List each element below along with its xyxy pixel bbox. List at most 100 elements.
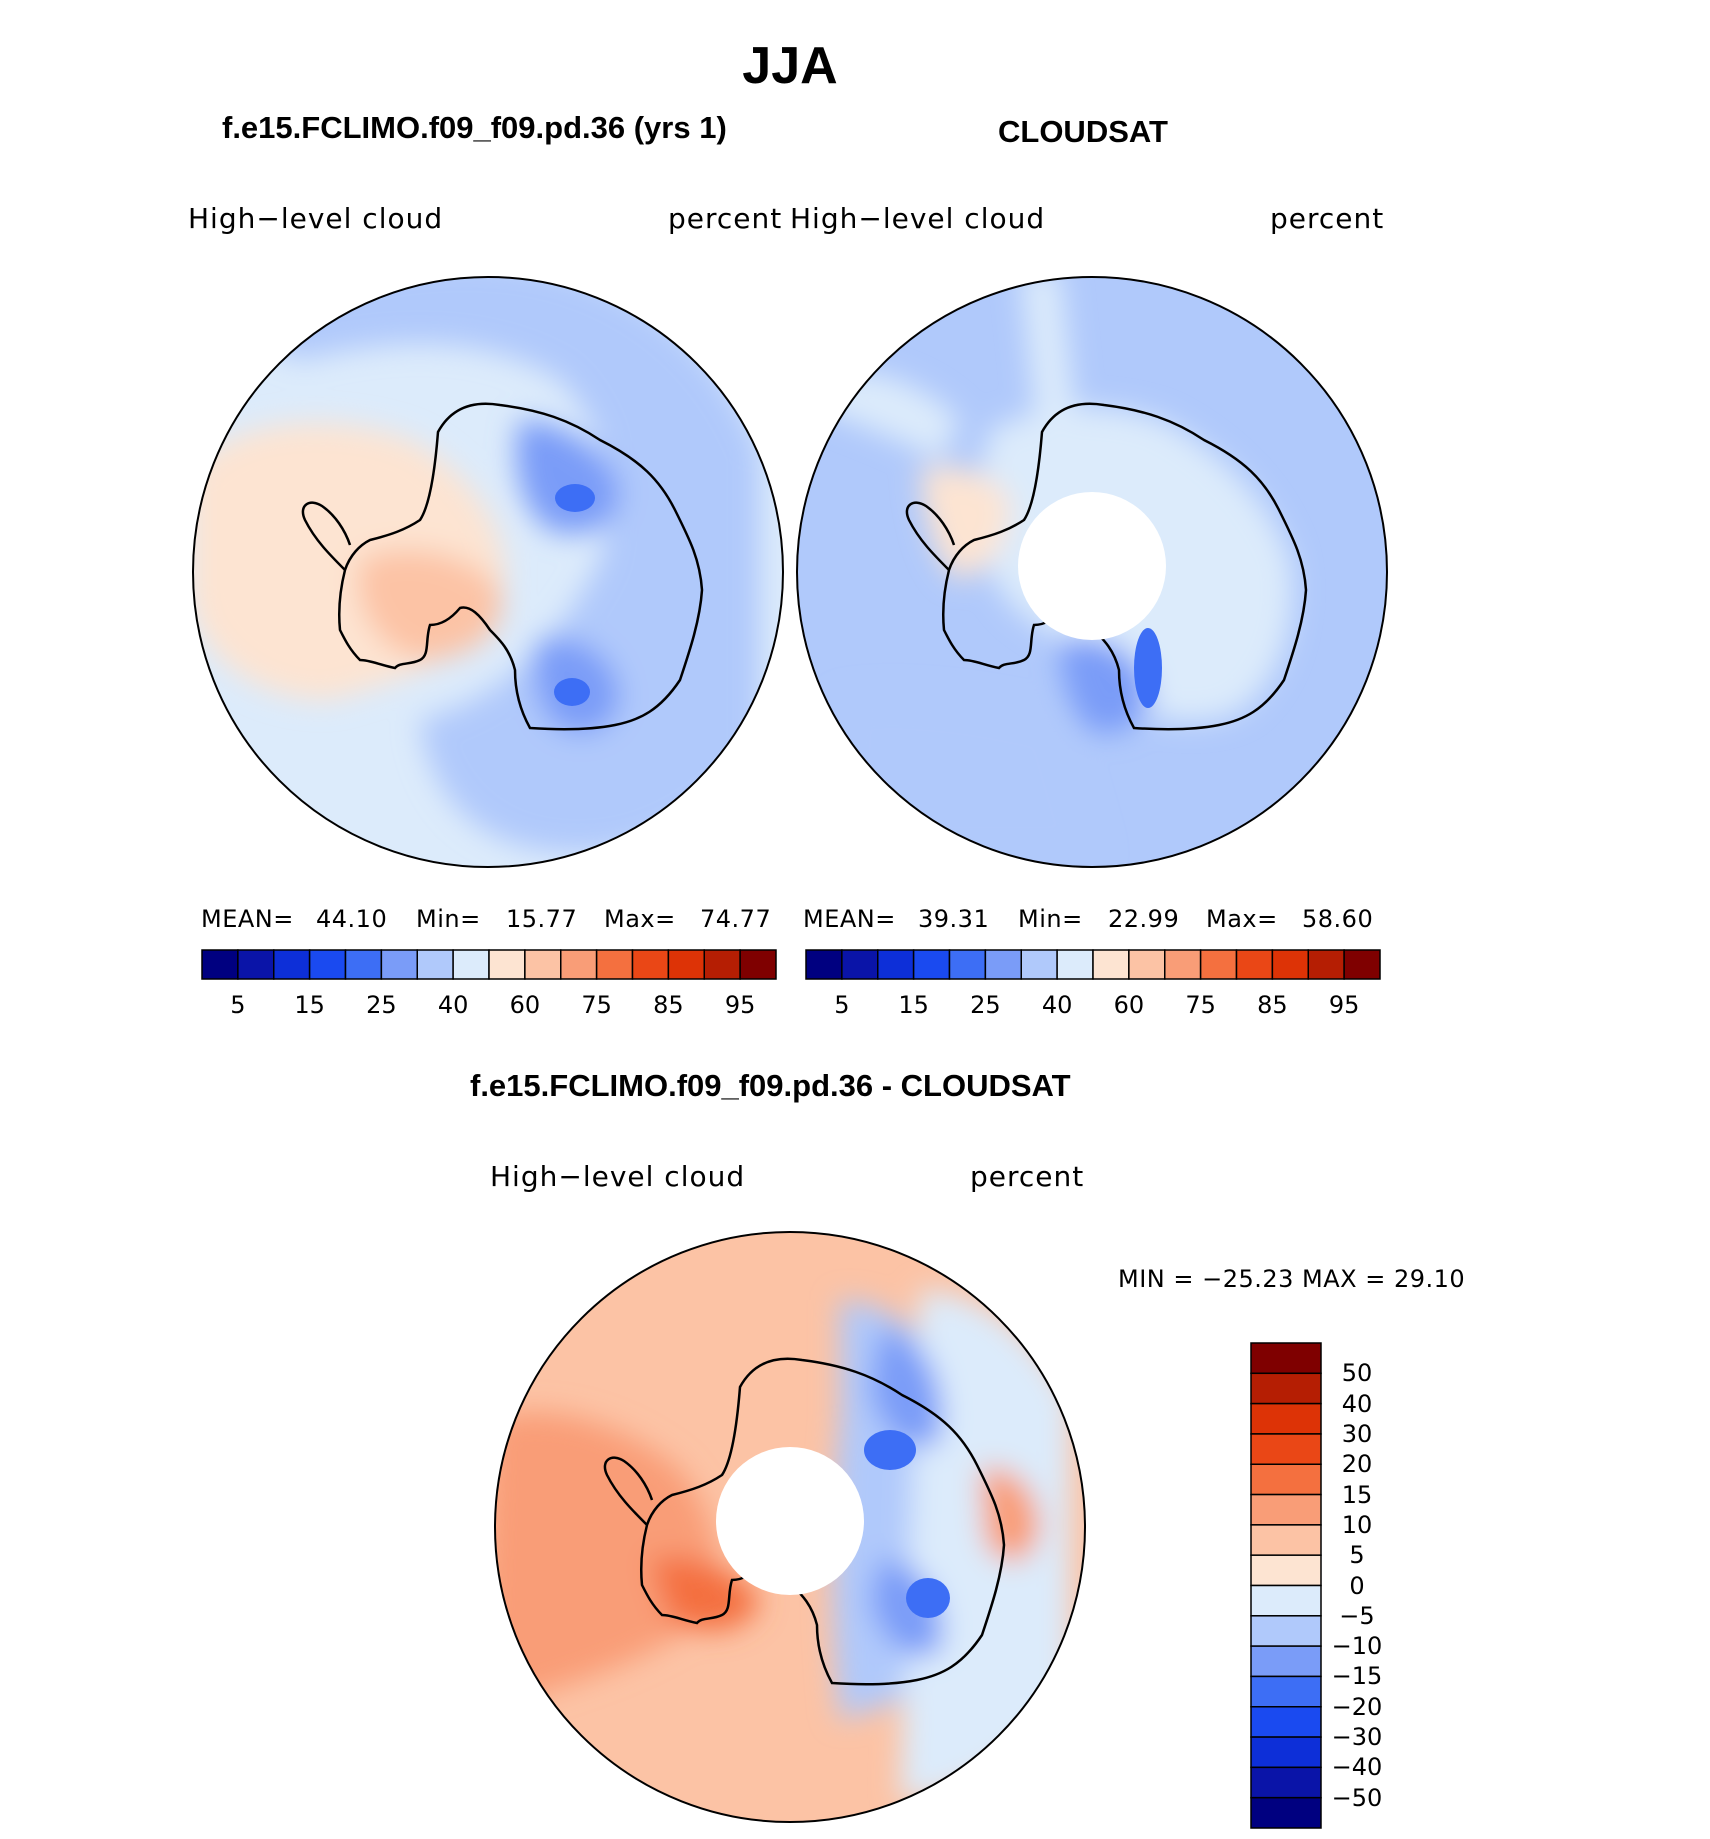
panel1-colorbar-swatch	[488, 949, 526, 980]
panel1-variable-label: High−level cloud	[188, 202, 444, 235]
panel2-colorbar-tick-label: 85	[1257, 991, 1288, 1019]
panel1-colorbar-swatch	[703, 949, 741, 980]
diff-map-border	[494, 1231, 1086, 1823]
panel2-field-south-outer	[830, 696, 1100, 860]
panel1-colorbar-tick-label: 15	[294, 991, 325, 1019]
panel2-colorbar-swatch	[1056, 949, 1094, 980]
panel2-colorbar-swatch	[1020, 949, 1058, 980]
panel2-max-label: Max=	[1206, 905, 1278, 933]
diff-colorbar-tick-label: 5	[1349, 1541, 1365, 1570]
panel1-max-label: Max=	[604, 905, 676, 933]
panel2-variable-label: High−level cloud	[790, 202, 1046, 235]
panel2-peninsula-outline	[905, 501, 956, 571]
panel2-colorbar-tick-label: 25	[970, 991, 1001, 1019]
diff-colorbar	[1250, 1342, 1322, 1829]
panel1-colorbar-swatch	[560, 949, 598, 980]
panel1-field-west-warmer	[358, 550, 502, 660]
panel2-colorbar-swatch	[1164, 949, 1202, 980]
diff-colorbar-tick-label: 0	[1349, 1571, 1365, 1600]
diff-colorbar-tick-label: −10	[1331, 1632, 1383, 1661]
panel2-colorbar-swatch	[1092, 949, 1130, 980]
panel2-colorbar	[805, 949, 1381, 980]
panel2-colorbar-tick-label: 40	[1041, 991, 1073, 1019]
panel1-field-40-50-north	[230, 277, 760, 854]
panel1-mean-label: MEAN=	[201, 905, 294, 933]
panel2-field-core-south	[1134, 628, 1162, 708]
diff-colorbar-swatch	[1250, 1463, 1322, 1496]
panel2-colorbar-swatch	[1199, 949, 1238, 980]
diff-colorbar-swatch	[1250, 1554, 1322, 1587]
panel2-map-border	[796, 276, 1388, 868]
panel2-colorbar-swatch	[1343, 949, 1381, 980]
panel1-field-high-ne	[516, 420, 620, 534]
diff-colorbar-swatch	[1250, 1615, 1322, 1647]
panel2-field-north-band	[1020, 277, 1080, 460]
panel2-colorbar-tick-label: 15	[898, 991, 929, 1019]
panel2-colorbar-swatch	[1235, 949, 1274, 980]
diff-variable-label: High−level cloud	[490, 1160, 746, 1193]
diff-colorbar-swatch	[1250, 1675, 1322, 1708]
panel2-case-title: CLOUDSAT	[998, 114, 1168, 149]
panel1-colorbar-tick-label: 40	[437, 991, 469, 1019]
panel2-mean-value: 39.31	[918, 905, 990, 933]
diff-peninsula-outline	[603, 1456, 654, 1526]
diff-field-north-cool-patch	[870, 1330, 942, 1447]
panel1-colorbar-tick-label: 5	[230, 991, 246, 1019]
panel1-colorbar-swatch	[308, 949, 347, 980]
panel2-missing-data-hole	[1018, 492, 1166, 640]
diff-colorbar-swatch	[1250, 1584, 1322, 1617]
panel2-map	[797, 277, 1387, 867]
panel1-field-core-se	[554, 678, 590, 706]
diff-units-label: percent	[970, 1160, 1085, 1193]
diff-colorbar-tick-label: 30	[1341, 1419, 1373, 1448]
diff-colorbar-swatch	[1250, 1524, 1322, 1556]
diff-colorbar-swatch	[1250, 1796, 1322, 1829]
panel1-colorbar-swatch	[631, 949, 670, 980]
diff-colorbar-swatch	[1250, 1342, 1322, 1375]
panel2-max-value: 58.60	[1302, 905, 1374, 933]
diff-colorbar-tick-label: −5	[1339, 1601, 1375, 1630]
diff-colorbar-swatch	[1250, 1706, 1322, 1738]
page-title: JJA	[742, 37, 838, 95]
diff-colorbar-swatch	[1250, 1493, 1322, 1526]
panel2-colorbar-tick-label: 75	[1185, 991, 1216, 1019]
diff-colorbar-swatch	[1250, 1433, 1322, 1465]
diff-field-east-warm-patch	[980, 1468, 1040, 1562]
diff-colorbar-swatch	[1250, 1645, 1322, 1678]
diff-colorbar-tick-label: −30	[1331, 1723, 1383, 1752]
diff-field-west-core	[650, 1557, 760, 1631]
panel1-map	[193, 277, 783, 867]
panel2-min-label: Min=	[1018, 905, 1083, 933]
panel1-peninsula-outline	[301, 501, 352, 571]
diff-colorbar-swatch	[1250, 1736, 1322, 1769]
panel1-colorbar-swatch	[273, 949, 311, 980]
panel1-colorbar-tick-label: 85	[653, 991, 684, 1019]
diff-minmax-readout: MIN = −25.23 MAX = 29.10	[1118, 1265, 1466, 1293]
diff-colorbar-tick-label: 50	[1341, 1359, 1373, 1388]
panel1-colorbar-swatch	[201, 949, 239, 980]
panel1-colorbar-swatch	[344, 949, 383, 980]
panel2-colorbar-swatch	[805, 949, 843, 980]
panel2-colorbar-swatch	[1307, 949, 1345, 980]
panel1-field-core-ne	[555, 484, 595, 512]
panel1-colorbar	[201, 949, 777, 980]
panel2-field-west-warm	[920, 466, 1010, 580]
diff-field-west-strong	[495, 1412, 718, 1700]
diff-colorbar-tick-label: 20	[1341, 1450, 1373, 1479]
panel2-colorbar-swatch	[948, 949, 987, 980]
panel1-min-value: 15.77	[506, 905, 578, 933]
panel2-colorbar-tick-label: 60	[1113, 991, 1145, 1019]
diff-missing-data-hole	[716, 1447, 864, 1595]
panel2-min-value: 22.99	[1108, 905, 1180, 933]
diff-colorbar-tick-label: −50	[1331, 1783, 1383, 1812]
panel2-colorbar-swatch	[984, 949, 1022, 980]
panel1-colorbar-swatch	[667, 949, 705, 980]
panel1-colorbar-swatch	[595, 949, 634, 980]
panel2-units-label: percent	[1270, 202, 1385, 235]
panel2-colorbar-tick-label: 5	[834, 991, 850, 1019]
diff-colorbar-swatch	[1250, 1402, 1322, 1435]
panel2-colorbar-swatch	[1128, 949, 1166, 980]
diff-colorbar-tick-label: 40	[1341, 1389, 1373, 1418]
panel1-colorbar-swatch	[739, 949, 777, 980]
